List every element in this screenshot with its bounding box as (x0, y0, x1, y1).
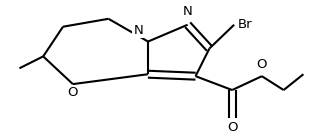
Text: Br: Br (238, 18, 253, 31)
Text: O: O (257, 58, 267, 71)
Text: O: O (227, 121, 237, 134)
Text: N: N (183, 5, 193, 18)
Text: N: N (133, 24, 143, 37)
Text: O: O (68, 86, 78, 99)
